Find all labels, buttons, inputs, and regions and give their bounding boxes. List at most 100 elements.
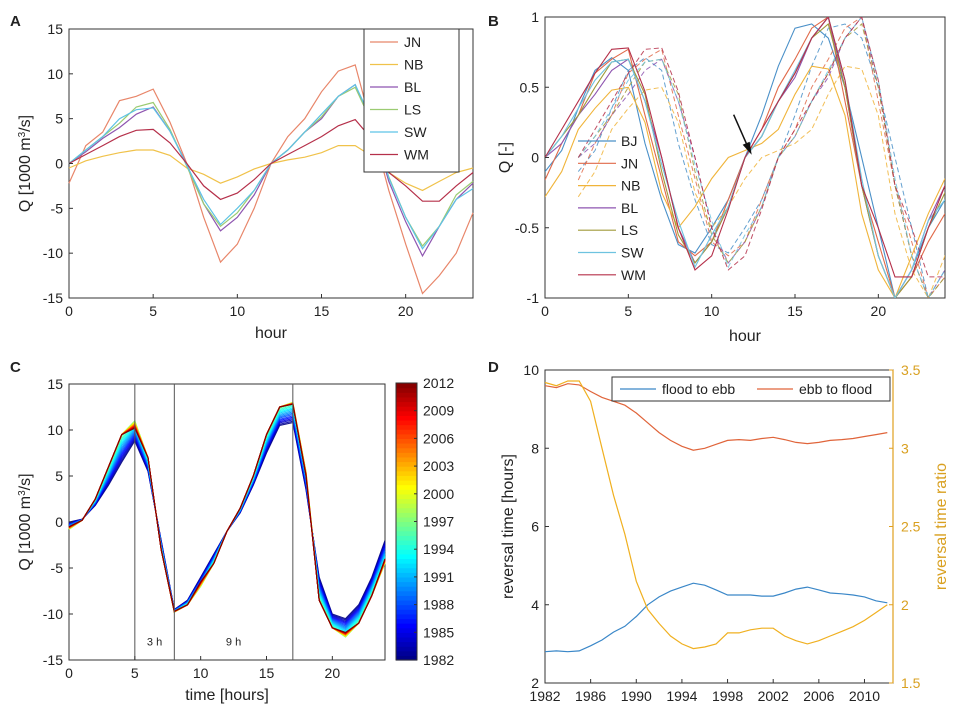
- panel-d-xtick-label: 2010: [849, 688, 880, 704]
- series-line-2008: [68, 403, 386, 635]
- colorbar-tick-label: 1994: [423, 541, 454, 557]
- legend-label-bl: BL: [621, 200, 638, 216]
- colorbar-tick-label: 2003: [423, 458, 454, 474]
- series-line-2011: [68, 403, 386, 634]
- colorbar-segment: [396, 429, 417, 435]
- legend-label-wm: WM: [404, 147, 429, 163]
- colorbar-segment: [396, 544, 417, 550]
- colorbar-segment: [396, 641, 417, 647]
- panel-d-y2tick-label: 2.5: [901, 519, 921, 535]
- colorbar-segment: [396, 604, 417, 610]
- panel-letter-d: D: [488, 359, 499, 376]
- panel-b-plot: [545, 17, 945, 298]
- panel-a-chart: 0 5 10 15 20 -15 -10 -5 0 5 10 15 hour Q [1000 m3/s] J…: [17, 21, 474, 342]
- panel-b-arrow-shaft: [732, 114, 750, 149]
- panel-b-arrow-head: [742, 141, 752, 155]
- colorbar-segment: [396, 466, 417, 472]
- legend-label-ebb-to-flood: ebb to flood: [799, 381, 872, 397]
- panel-b-ytick-label: 1: [531, 9, 539, 25]
- series-line-ratio: [544, 380, 888, 650]
- legend-box: [611, 376, 891, 402]
- panel-letter-b: B: [488, 13, 499, 30]
- panel-c-ytick-label: 5: [55, 468, 63, 484]
- colorbar-tick-label: 1988: [423, 597, 454, 613]
- panel-b-ytick-label: 0: [531, 150, 539, 166]
- colorbar-segment: [396, 609, 417, 615]
- panel-d-y2tick-label: 1.5: [901, 675, 921, 691]
- colorbar-segment: [396, 392, 417, 398]
- colorbar-segment: [396, 493, 417, 500]
- panel-b-ytick-label: -0.5: [515, 220, 539, 236]
- series-line-2001: [68, 402, 386, 637]
- colorbar-segment: [396, 401, 417, 407]
- series-line-wm: [545, 17, 945, 278]
- panel-d-xtick-label: 1982: [529, 688, 560, 704]
- panel-d-ytick-label: 2: [531, 675, 539, 691]
- colorbar-segment: [396, 581, 417, 587]
- colorbar-segment: [396, 387, 417, 393]
- legend-label-nb: NB: [621, 178, 640, 194]
- colorbar-tick-label: 2009: [423, 403, 454, 419]
- series-line-2012: [68, 403, 386, 634]
- series-dashed-sw: [577, 17, 945, 298]
- panel-d-y2tick-label: 2: [901, 597, 909, 613]
- series-line-2003: [68, 402, 386, 636]
- series-line-1996: [68, 402, 386, 637]
- colorbar-segment: [396, 507, 417, 513]
- series-line-flood-to-ebb: [544, 582, 888, 653]
- colorbar-tick-label: 1985: [423, 624, 454, 640]
- colorbar-segment: [396, 410, 417, 416]
- panel-d-xtick-label: 1998: [712, 688, 743, 704]
- colorbar-segment: [396, 586, 417, 592]
- colorbar-segment: [396, 512, 417, 518]
- colorbar-segment: [396, 636, 417, 643]
- colorbar-segment: [396, 503, 417, 509]
- panel-c-ylabel: Q [1000 m3/s]: [17, 473, 35, 570]
- panel-d-ytick-label: 8: [531, 440, 539, 456]
- panel-d-xtick-label: 2002: [758, 688, 789, 704]
- panel-a-ytick-label: -10: [43, 245, 63, 261]
- panel-c-xlabel: time [hours]: [185, 687, 269, 704]
- legend-label-sw: SW: [621, 245, 644, 261]
- colorbar-segment: [396, 599, 417, 606]
- colorbar-segment: [396, 563, 417, 569]
- panel-c-ytick-label: 15: [47, 376, 63, 392]
- panel-a-ytick-label: 15: [47, 21, 63, 37]
- panel-c-ytick-label: 0: [55, 514, 63, 530]
- colorbar-segment: [396, 475, 417, 481]
- panel-d-legend: flood to ebb ebb to flood: [611, 376, 891, 402]
- panel-d-xtick-label: 1990: [621, 688, 652, 704]
- panel-a-ytick-label: 10: [47, 66, 63, 82]
- colorbar-segment: [396, 489, 417, 495]
- panel-a-xtick-label: 0: [65, 303, 73, 319]
- panel-c-ytick-label: -5: [51, 560, 64, 576]
- panel-b-legend: BJ JN NB BL LS SW WM: [578, 133, 646, 283]
- colorbar-segment: [396, 539, 417, 546]
- panel-a-xtick-label: 10: [230, 303, 246, 319]
- panel-d-ytick-label: 6: [531, 519, 539, 535]
- colorbar-segment: [396, 655, 417, 661]
- panel-d-xtick-label: 2006: [803, 688, 834, 704]
- panel-a-ytick-label: 0: [55, 156, 63, 172]
- panel-d-ytick-label: 10: [523, 362, 539, 378]
- colorbar-segment: [396, 526, 417, 532]
- panel-c-xtick-label: 5: [131, 665, 139, 681]
- legend-label-flood-to-ebb: flood to ebb: [662, 381, 735, 397]
- series-line-2009: [68, 403, 386, 634]
- series-line-nb: [545, 65, 945, 298]
- panel-c-xtick-label: 15: [259, 665, 275, 681]
- panel-a-xtick-label: 15: [314, 303, 330, 319]
- legend-label-jn: JN: [621, 155, 638, 171]
- colorbar-segment: [396, 553, 417, 560]
- panel-b-xlabel: hour: [729, 328, 762, 345]
- series-line-1998: [68, 401, 386, 638]
- panel-a-ytick-label: 5: [55, 111, 63, 127]
- series-line-ebb-to-flood: [544, 383, 888, 451]
- colorbar-segment: [396, 452, 417, 458]
- panel-b-xtick-label: 0: [541, 303, 549, 319]
- panel-d-y2label: reversal time ratio: [933, 463, 950, 590]
- colorbar-tick-label: 2006: [423, 430, 454, 446]
- colorbar-segment: [396, 433, 417, 439]
- panel-b-chart: 0 5 10 15 20 -1 -0.5 0 0.5 1 hour Q [-] BJ JN NB BL LS SW…: [497, 9, 946, 345]
- series-line-2000: [68, 402, 386, 637]
